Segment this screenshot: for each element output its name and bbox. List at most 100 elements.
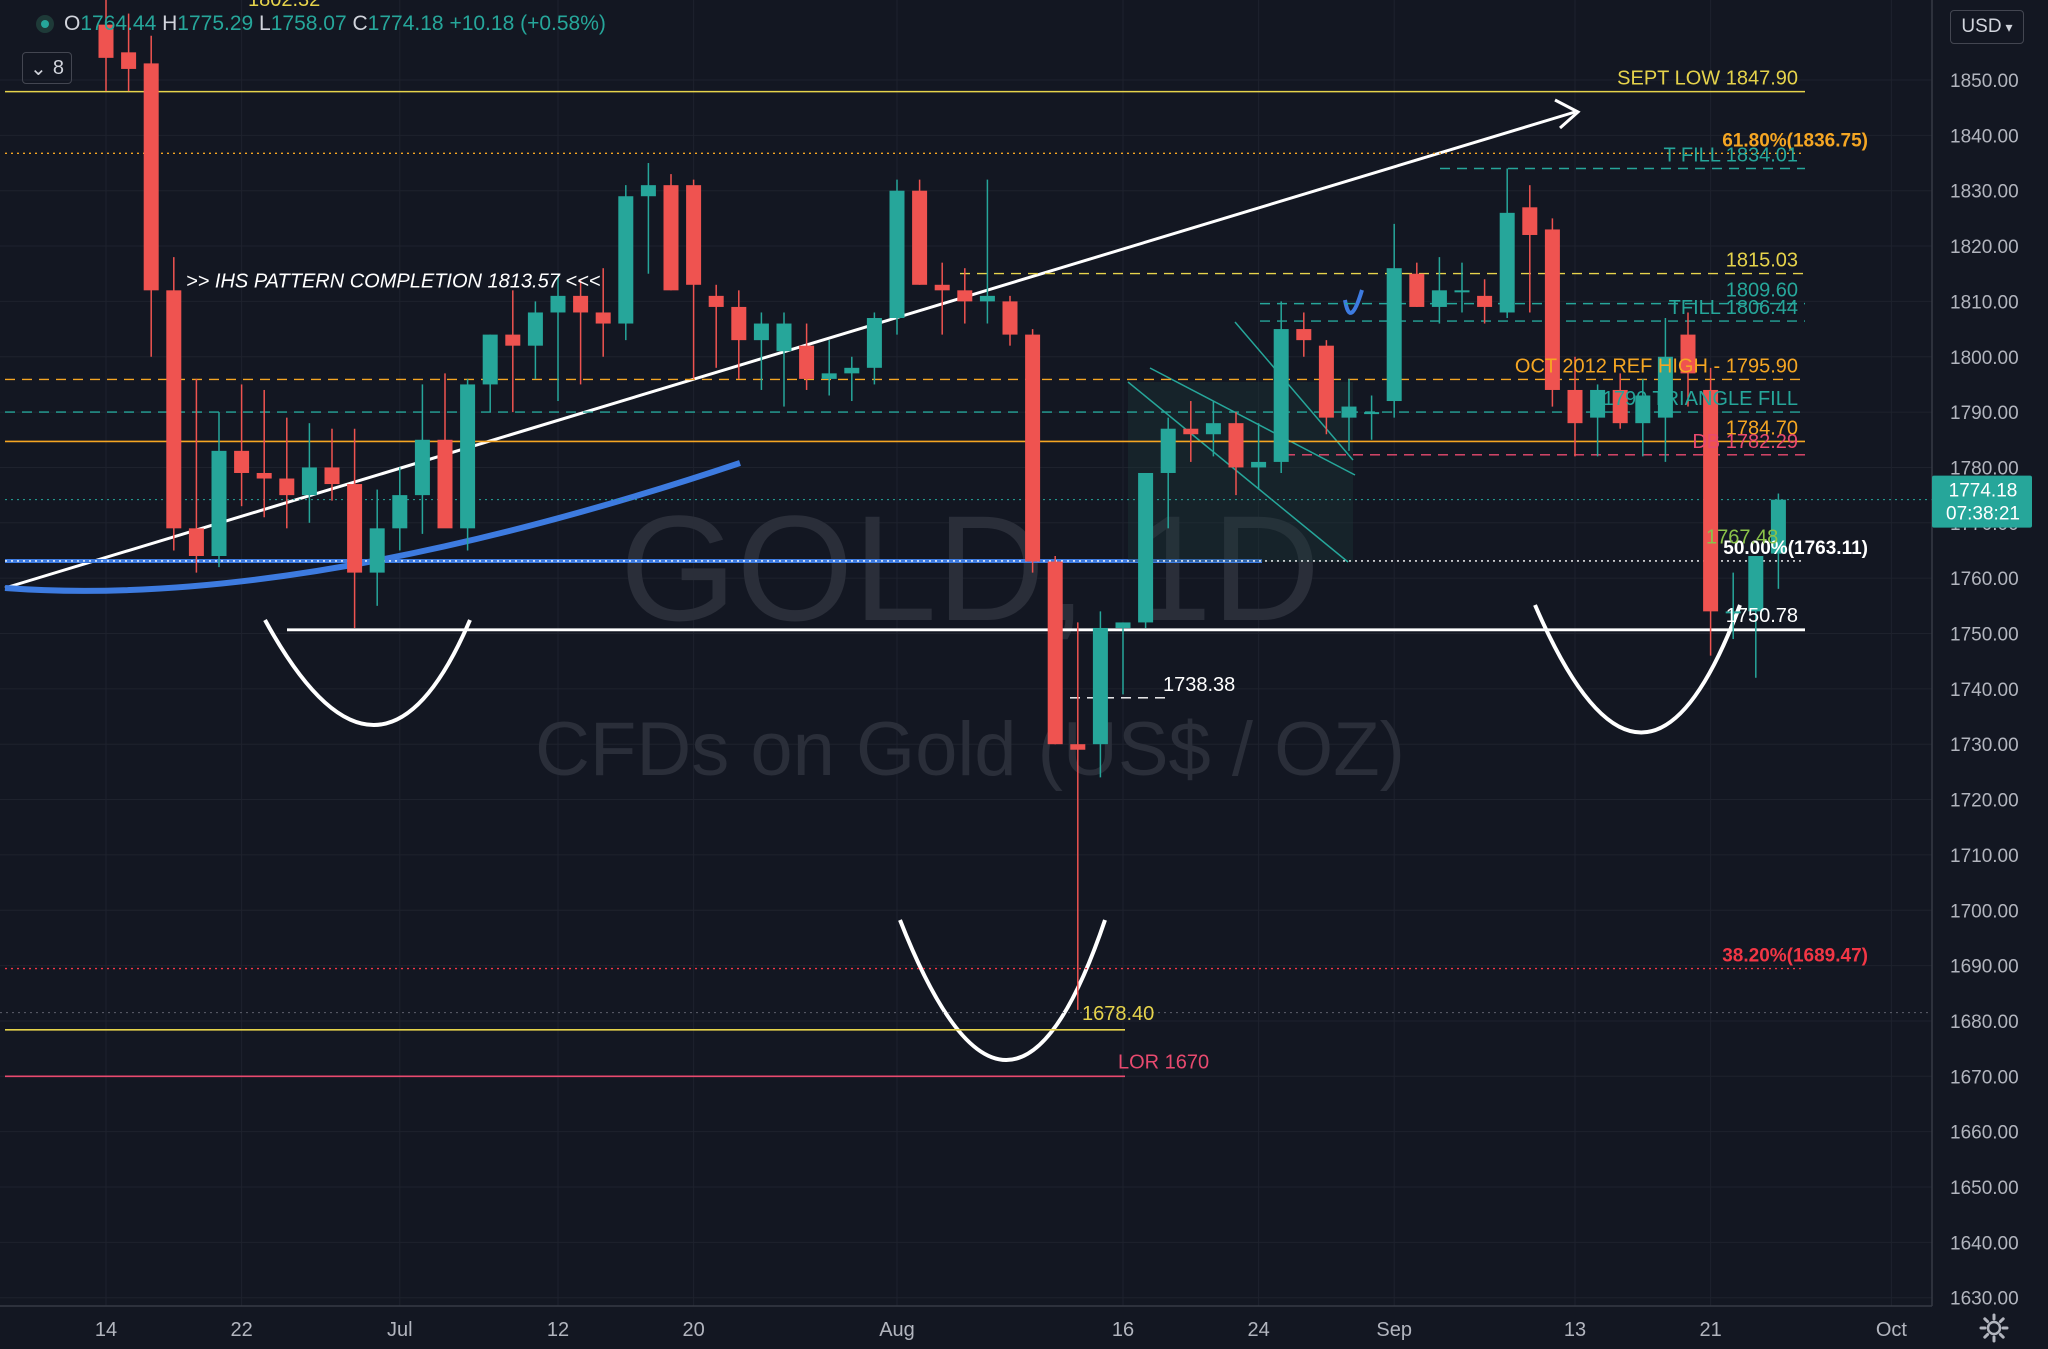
high-value: 1775.29 xyxy=(177,12,254,35)
watermark-symbol: GOLD, 1D xyxy=(620,484,1320,652)
candle-body xyxy=(324,467,340,485)
candle-body xyxy=(1431,290,1447,307)
chart-grid xyxy=(0,0,1932,1306)
low-value: 1758.07 xyxy=(270,12,347,35)
indicator-count: 8 xyxy=(52,56,64,79)
open-label: O xyxy=(64,12,81,35)
candle-body xyxy=(505,334,521,346)
candle-body xyxy=(1025,334,1041,562)
price-tick-label: 1760.00 xyxy=(1950,569,2019,590)
right-shoulder-arc xyxy=(1533,604,1742,735)
candle-body xyxy=(392,495,408,529)
level-label: LOR 1670 xyxy=(1118,1051,1209,1073)
level-label: TFILL 1806.44 xyxy=(1669,297,1798,319)
level-label: 38.20%(1689.47) xyxy=(1722,946,1868,967)
candle-body xyxy=(234,450,250,473)
price-tick-label: 1810.00 xyxy=(1950,292,2019,313)
last-price-badge xyxy=(1932,475,2032,528)
candle-body xyxy=(166,290,182,529)
candle-body xyxy=(460,384,476,529)
candle-body xyxy=(98,24,114,58)
low-label: L xyxy=(259,12,271,35)
time-tick-label: Sep xyxy=(1376,1319,1412,1341)
annotation-label: >> IHS PATTERN COMPLETION 1813.57 <<< xyxy=(186,271,600,293)
collapse-indicators-button[interactable]: ⌄ 8 xyxy=(22,52,72,84)
price-tick-label: 1700.00 xyxy=(1950,901,2019,922)
gear-icon[interactable] xyxy=(1978,1312,2010,1344)
level-label: 61.80%(1836.75) xyxy=(1722,130,1868,151)
candle-body xyxy=(912,190,928,285)
watermark-description: CFDs on Gold (US$ / OZ) xyxy=(535,707,1405,792)
price-tick-label: 1820.00 xyxy=(1950,237,2019,258)
candle-body xyxy=(686,185,702,285)
candle-body xyxy=(618,196,634,324)
time-tick-label: 22 xyxy=(230,1319,252,1341)
level-label: T FILL 1834.01 xyxy=(1663,145,1798,167)
price-tick-label: 1720.00 xyxy=(1950,791,2019,812)
level-label: 1802.32 xyxy=(248,0,320,11)
candle-body xyxy=(279,478,295,496)
candle-body xyxy=(1522,207,1538,235)
candle-body xyxy=(1635,395,1651,424)
level-label: 1750.78 xyxy=(1726,605,1798,627)
candle-body xyxy=(121,52,137,69)
live-indicator-icon xyxy=(36,15,54,33)
candle-body xyxy=(256,472,272,479)
level-label: 1784.70 xyxy=(1726,417,1798,439)
candle-body xyxy=(844,367,860,374)
price-tick-label: 1780.00 xyxy=(1950,458,2019,479)
candle-body xyxy=(143,63,159,291)
candle-body xyxy=(1567,389,1583,424)
candle-body xyxy=(1612,389,1628,424)
candle-body xyxy=(663,185,679,291)
candle-body xyxy=(1205,423,1221,435)
left-shoulder-arc xyxy=(263,619,472,727)
candle-body xyxy=(1454,290,1470,293)
candle-body xyxy=(1770,499,1786,554)
currency-selector[interactable]: USD ▾ xyxy=(1950,10,2024,44)
high-label: H xyxy=(162,12,178,35)
candle-body xyxy=(527,312,543,346)
candle-body xyxy=(1251,461,1267,468)
candle-body xyxy=(369,528,385,573)
candle-body xyxy=(866,318,882,368)
candle-body xyxy=(595,312,611,324)
time-tick-label: 16 xyxy=(1112,1319,1134,1341)
level-label: 1678.40 xyxy=(1082,1003,1154,1025)
candle-body xyxy=(640,185,656,197)
level-label: 1815.03 xyxy=(1726,250,1798,272)
candle-body xyxy=(1386,268,1402,402)
candle-body xyxy=(1703,389,1719,612)
time-tick-label: Aug xyxy=(879,1319,915,1341)
change-value: +10.18 (+0.58%) xyxy=(449,12,606,35)
candle-body xyxy=(708,295,724,307)
candle-body xyxy=(550,295,566,313)
level-label: 1738.38 xyxy=(1163,674,1235,696)
candle-body xyxy=(1228,423,1244,468)
candle-body xyxy=(437,439,453,529)
price-tick-label: 1750.00 xyxy=(1950,625,2019,646)
candle-body xyxy=(1590,389,1606,418)
price-tick-label: 1800.00 xyxy=(1950,348,2019,369)
candle-body xyxy=(1273,329,1289,462)
candle-body xyxy=(1364,412,1380,415)
level-label: OCT 2012 REF HIGH - 1795.90 xyxy=(1515,355,1798,377)
price-tick-label: 1850.00 xyxy=(1950,71,2019,92)
price-tick-label: 1710.00 xyxy=(1950,846,2019,867)
symbol-watermark: GOLD, 1D CFDs on Gold (US$ / OZ) xyxy=(535,484,1405,792)
ohlc-legend: O1764.44 H1775.29 L1758.07 C1774.18 +10.… xyxy=(64,12,606,36)
price-tick-label: 1730.00 xyxy=(1950,735,2019,756)
price-axis-bg xyxy=(1932,0,2048,1349)
candle-body xyxy=(1002,301,1018,335)
candle-body xyxy=(1138,472,1154,623)
candles xyxy=(98,0,1786,1010)
time-tick-label: Oct xyxy=(1876,1319,1908,1341)
level-label: DB 1782.29 xyxy=(1692,431,1798,453)
candle-body xyxy=(414,439,430,496)
candle-body xyxy=(776,323,792,352)
candle-body xyxy=(979,295,995,302)
candle-body xyxy=(1725,611,1741,614)
time-tick-label: Jul xyxy=(387,1319,413,1341)
price-tick-label: 1630.00 xyxy=(1950,1289,2019,1310)
